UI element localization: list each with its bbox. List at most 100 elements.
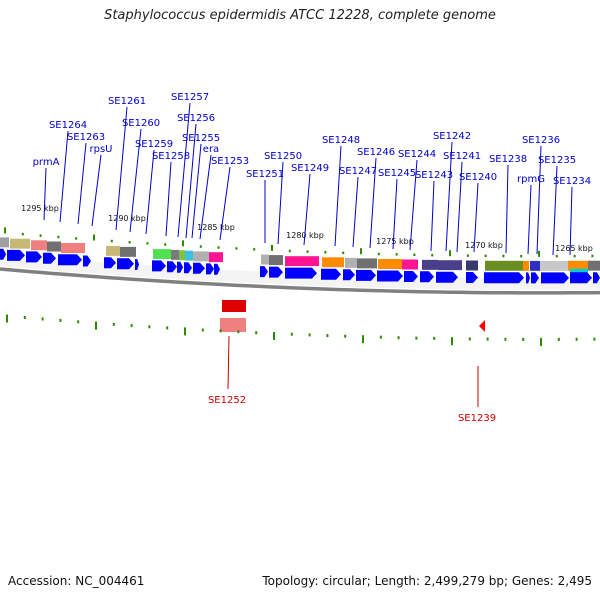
forward-gene-arrow <box>43 252 56 264</box>
tick-mark <box>451 337 453 346</box>
gene-label: SE1246 <box>357 147 395 158</box>
tick-mark <box>575 337 578 341</box>
cog-tile <box>106 245 120 256</box>
tick-mark <box>57 235 60 239</box>
cog-tile <box>422 259 438 270</box>
tick-mark <box>290 332 293 336</box>
gene-label: SE1255 <box>182 133 220 144</box>
forward-gene-arrow <box>135 259 139 270</box>
cog-tile <box>438 260 462 271</box>
gene-leader-line <box>59 130 69 223</box>
cog-tile-shade <box>193 261 209 265</box>
gene-label: SE1248 <box>322 135 360 146</box>
forward-gene-arrow <box>466 272 478 283</box>
cog-tile-shade <box>106 255 120 259</box>
forward-gene-arrow <box>26 251 42 263</box>
forward-gene-arrow <box>541 272 569 284</box>
cog-tile <box>378 259 402 269</box>
tick-mark <box>166 326 169 330</box>
gene-label: SE1256 <box>177 113 215 124</box>
gene-leader-line <box>369 157 377 249</box>
cog-tile <box>269 255 283 266</box>
tick-mark <box>466 254 469 257</box>
forward-gene-arrow <box>7 249 25 261</box>
tick-mark <box>573 254 576 258</box>
gene-leader-line <box>473 182 479 253</box>
forward-gene-arrow <box>206 263 214 275</box>
forward-gene-arrow <box>436 271 458 283</box>
tick-mark <box>468 337 471 341</box>
tick-mark <box>164 243 167 246</box>
gene-leader-line <box>219 166 231 241</box>
cog-tile-shade <box>209 262 223 266</box>
tick-mark <box>360 248 362 255</box>
forward-gene-arrow <box>484 272 524 284</box>
gene-leader-line <box>409 159 418 251</box>
tick-mark <box>593 337 596 341</box>
cog-tile-shade <box>47 251 61 255</box>
forward-gene-arrow <box>83 255 91 267</box>
gene-leader-line <box>352 176 359 248</box>
tick-mark <box>379 335 382 339</box>
tick-mark <box>342 251 345 255</box>
cog-tile <box>466 260 478 271</box>
gene-label: SE1234 <box>553 176 591 187</box>
cog-tile-shade <box>185 260 193 264</box>
forward-gene-arrow <box>58 254 82 266</box>
gene-leader-line <box>456 161 463 253</box>
gene-label: SE1243 <box>415 170 453 181</box>
gene-leader-line <box>430 180 435 252</box>
gene-label: SE1240 <box>459 172 497 183</box>
gene-label: SE1261 <box>108 96 146 107</box>
gene-label: SE1245 <box>378 168 416 179</box>
tick-mark <box>95 321 97 330</box>
gene-label: SE1241 <box>443 151 481 162</box>
tick-mark <box>217 246 220 249</box>
cog-tile <box>588 260 600 271</box>
tick-mark <box>326 334 329 338</box>
gene-leader-line <box>527 184 532 255</box>
cog-tile <box>171 249 179 260</box>
tick-mark <box>377 252 380 256</box>
gene-label: SE1238 <box>489 154 527 165</box>
gene-leader-line <box>536 145 542 255</box>
tick-mark <box>112 322 115 326</box>
tick-mark <box>306 250 309 253</box>
reverse-gene-arrow <box>222 300 246 312</box>
cog-tile-shade <box>153 259 171 263</box>
gene-label: SE1259 <box>135 139 173 150</box>
gene-label: SE1235 <box>538 155 576 166</box>
tick-mark <box>4 227 6 234</box>
tick-mark <box>237 330 240 334</box>
cog-tile-shade <box>179 260 185 264</box>
gene-label: SE1260 <box>122 118 160 129</box>
gene-leader-line <box>334 145 342 247</box>
tick-mark <box>502 254 505 258</box>
tick-mark <box>431 253 434 257</box>
tick-mark <box>255 331 258 335</box>
tick-mark <box>538 250 540 257</box>
cog-tile <box>120 246 136 257</box>
cog-tile <box>485 260 523 271</box>
tick-mark <box>130 324 133 328</box>
forward-gene-arrow <box>184 262 192 274</box>
gene-leader-line <box>177 102 191 238</box>
gene-leader-line <box>191 143 202 239</box>
tick-mark <box>128 241 131 244</box>
tick-mark <box>344 334 347 338</box>
tick-mark <box>362 335 364 344</box>
gene-leader-line <box>569 186 573 256</box>
forward-gene-arrow <box>104 257 116 269</box>
forward-gene-arrow <box>269 266 283 278</box>
gene-label: SE1250 <box>264 151 302 162</box>
tick-mark <box>415 336 418 340</box>
cog-tile <box>185 250 193 261</box>
tick-mark <box>41 317 44 321</box>
genome-backbone <box>0 267 600 295</box>
tick-mark <box>253 248 256 251</box>
forward-gene-arrow <box>117 258 134 270</box>
tick-mark <box>504 337 507 341</box>
gene-leader-line <box>552 165 558 256</box>
tick-mark <box>93 234 95 241</box>
